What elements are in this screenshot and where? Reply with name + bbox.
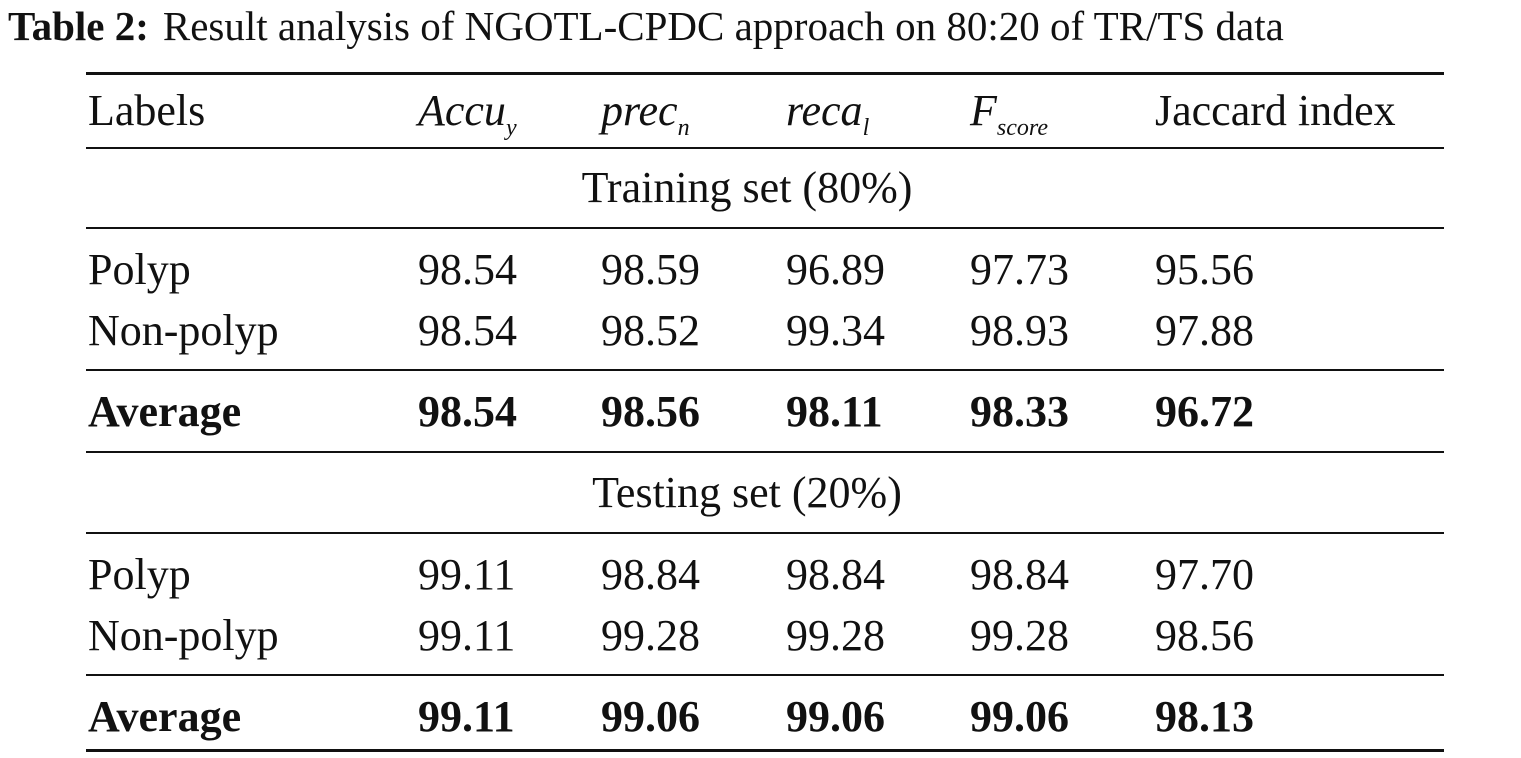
- header-fscore: Fscore: [970, 86, 1048, 141]
- cell-reca: 98.84: [786, 550, 885, 599]
- cell-accu: 99.11: [418, 611, 516, 660]
- header-row: Labels Accuy precn recal Fscore Jaccard …: [0, 81, 1521, 141]
- cell-accu: 99.11: [418, 550, 516, 599]
- header-precision: precn: [601, 86, 690, 141]
- row-label: Non-polyp: [88, 611, 279, 660]
- header-jaccard: Jaccard index: [1155, 86, 1396, 135]
- cell-prec: 98.84: [601, 550, 700, 599]
- cell-accu: 98.54: [418, 245, 517, 294]
- cell-jaccard: 97.88: [1155, 306, 1254, 355]
- cell-accu: 98.54: [418, 306, 517, 355]
- header-recall: recal: [786, 86, 870, 141]
- cell-reca: 99.34: [786, 306, 885, 355]
- cell-reca: 98.11: [786, 387, 883, 436]
- cell-jaccard: 98.13: [1155, 692, 1254, 741]
- bottom-rule: [86, 749, 1444, 752]
- cell-fscore: 99.28: [970, 611, 1069, 660]
- caption-text: Result analysis of NGOTL-CPDC approach o…: [162, 3, 1284, 49]
- cell-fscore: 98.33: [970, 387, 1069, 436]
- header-accuracy: Accuy: [418, 86, 517, 141]
- cell-accu: 99.11: [418, 692, 515, 741]
- cell-prec: 99.28: [601, 611, 700, 660]
- testing-average-rule: [86, 674, 1444, 676]
- row-label: Average: [88, 387, 242, 436]
- testing-rule: [86, 532, 1444, 534]
- caption-label: Table 2:: [8, 3, 149, 49]
- cell-jaccard: 97.70: [1155, 550, 1254, 599]
- testing-section-title: Testing set (20%): [592, 468, 902, 517]
- header-rule: [86, 147, 1444, 149]
- cell-jaccard: 95.56: [1155, 245, 1254, 294]
- cell-jaccard: 96.72: [1155, 387, 1254, 436]
- cell-fscore: 98.84: [970, 550, 1069, 599]
- table-caption: Table 2: Result analysis of NGOTL-CPDC ap…: [8, 2, 1518, 50]
- row-label: Average: [88, 692, 242, 741]
- row-label: Polyp: [88, 245, 191, 294]
- cell-fscore: 98.93: [970, 306, 1069, 355]
- testing-average-row: Average 99.11 99.06 99.06 99.06 98.13: [0, 687, 1521, 747]
- row-label: Polyp: [88, 550, 191, 599]
- table-row: Polyp 98.54 98.59 96.89 97.73 95.56: [0, 240, 1521, 300]
- cell-prec: 98.59: [601, 245, 700, 294]
- cell-prec: 98.52: [601, 306, 700, 355]
- table-row: Polyp 99.11 98.84 98.84 98.84 97.70: [0, 545, 1521, 605]
- top-rule: [86, 72, 1444, 75]
- training-average-rule: [86, 369, 1444, 371]
- cell-jaccard: 98.56: [1155, 611, 1254, 660]
- training-rule: [86, 227, 1444, 229]
- table-row: Non-polyp 98.54 98.52 99.34 98.93 97.88: [0, 301, 1521, 361]
- cell-fscore: 97.73: [970, 245, 1069, 294]
- cell-prec: 99.06: [601, 692, 700, 741]
- cell-fscore: 99.06: [970, 692, 1069, 741]
- cell-reca: 96.89: [786, 245, 885, 294]
- cell-reca: 99.28: [786, 611, 885, 660]
- cell-reca: 99.06: [786, 692, 885, 741]
- cell-accu: 98.54: [418, 387, 517, 436]
- row-label: Non-polyp: [88, 306, 279, 355]
- training-section-title: Training set (80%): [581, 163, 913, 212]
- training-average-row: Average 98.54 98.56 98.11 98.33 96.72: [0, 382, 1521, 442]
- table-row: Non-polyp 99.11 99.28 99.28 99.28 98.56: [0, 606, 1521, 666]
- cell-prec: 98.56: [601, 387, 700, 436]
- header-labels: Labels: [88, 86, 206, 135]
- testing-top-rule: [86, 451, 1444, 453]
